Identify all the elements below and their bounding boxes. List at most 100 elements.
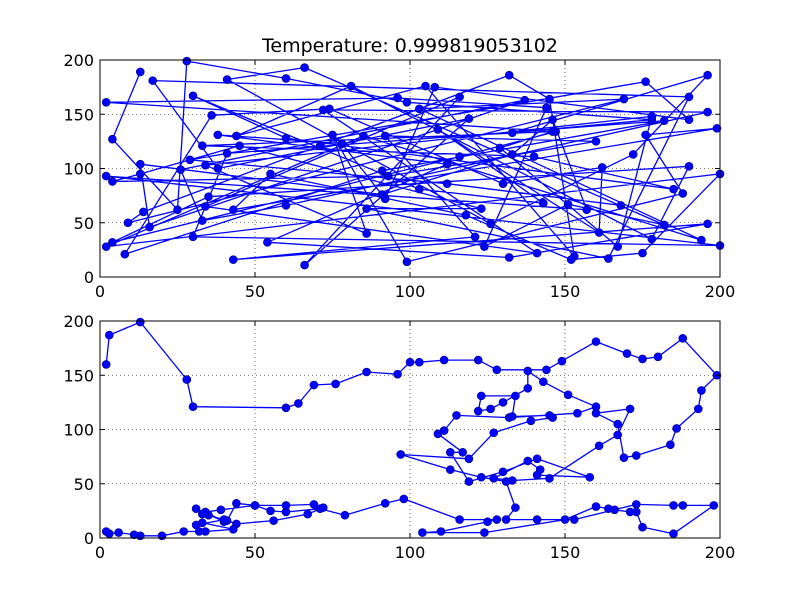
city-point [492, 515, 502, 524]
city-point [545, 474, 554, 483]
city-point [678, 189, 688, 198]
city-point [523, 366, 533, 376]
city-point [194, 527, 204, 536]
city-point [318, 503, 328, 512]
y-tick-label: 0 [84, 268, 94, 287]
city-point [619, 94, 629, 104]
city-point [179, 527, 188, 536]
city-point [526, 416, 536, 426]
city-point [464, 477, 474, 486]
city-point [136, 67, 145, 77]
city-point [188, 232, 198, 242]
city-point [548, 115, 557, 124]
city-point [532, 470, 542, 480]
city-point [455, 515, 464, 524]
city-point [545, 94, 554, 104]
y-tick-label: 200 [63, 312, 94, 331]
city-point [380, 498, 390, 508]
city-point [315, 141, 325, 151]
city-point [501, 515, 511, 524]
city-point [653, 352, 663, 362]
city-point [625, 404, 635, 414]
x-tick-label: 100 [395, 282, 426, 301]
city-point [563, 390, 573, 400]
city-point [495, 143, 505, 153]
y-tick-label: 50 [74, 214, 94, 233]
city-point [604, 504, 613, 514]
city-point [631, 500, 641, 509]
city-point [182, 56, 192, 66]
city-point [405, 357, 415, 367]
chart-title-top: Temperature: 0.999819053102 [261, 35, 558, 57]
city-point [504, 253, 514, 262]
city-point [101, 171, 111, 181]
city-point [591, 137, 601, 146]
city-point [532, 248, 542, 258]
city-point [532, 515, 542, 524]
city-point [303, 509, 313, 519]
city-point [216, 505, 226, 515]
city-point [455, 152, 464, 161]
top-panel: 0 50 100 150 200 0 50 100 150 200 [63, 51, 735, 301]
city-point [198, 141, 207, 151]
city-point [532, 454, 542, 464]
city-point [188, 91, 198, 101]
city-point [669, 501, 678, 510]
city-point [498, 467, 508, 477]
city-point [328, 130, 337, 140]
x-tick-label: 150 [550, 282, 581, 301]
city-point [294, 399, 303, 408]
city-point [173, 205, 182, 215]
city-point [300, 260, 309, 270]
city-point [470, 232, 480, 242]
city-point [229, 205, 238, 215]
x-tick-label: 0 [95, 282, 105, 301]
city-point [504, 70, 514, 80]
city-point [229, 525, 238, 534]
city-point [309, 500, 319, 509]
city-point [461, 210, 471, 220]
city-point [114, 528, 123, 537]
city-point [684, 115, 694, 124]
city-point [399, 494, 409, 504]
city-point [201, 202, 210, 211]
city-point [613, 419, 623, 429]
city-point [101, 242, 111, 251]
city-point [433, 125, 443, 134]
city-point [638, 354, 647, 364]
city-point [157, 531, 167, 541]
city-point [235, 141, 244, 151]
city-point [486, 219, 495, 229]
city-point [498, 398, 508, 407]
city-point [222, 149, 232, 158]
city-point [229, 255, 238, 264]
city-point [489, 428, 499, 438]
y-tick-label: 150 [63, 105, 94, 124]
city-point [445, 447, 455, 457]
city-point [182, 375, 192, 384]
city-point [281, 403, 291, 413]
city-point [266, 169, 275, 179]
city-point [213, 164, 223, 173]
city-point [402, 98, 412, 107]
city-point [511, 503, 520, 512]
city-point [659, 116, 669, 126]
city-point [120, 249, 130, 259]
city-point [542, 365, 551, 375]
city-point [638, 248, 647, 258]
city-point [281, 74, 291, 83]
city-point [476, 204, 486, 213]
city-point [631, 451, 641, 460]
city-point [129, 530, 139, 540]
city-point [136, 169, 145, 179]
city-point [346, 81, 356, 91]
city-point [108, 237, 117, 247]
city-point [458, 447, 468, 457]
city-point [213, 130, 223, 140]
city-point [647, 112, 657, 121]
city-point [480, 528, 489, 537]
city-point [613, 242, 623, 251]
city-point [263, 237, 272, 247]
city-point [201, 507, 210, 517]
